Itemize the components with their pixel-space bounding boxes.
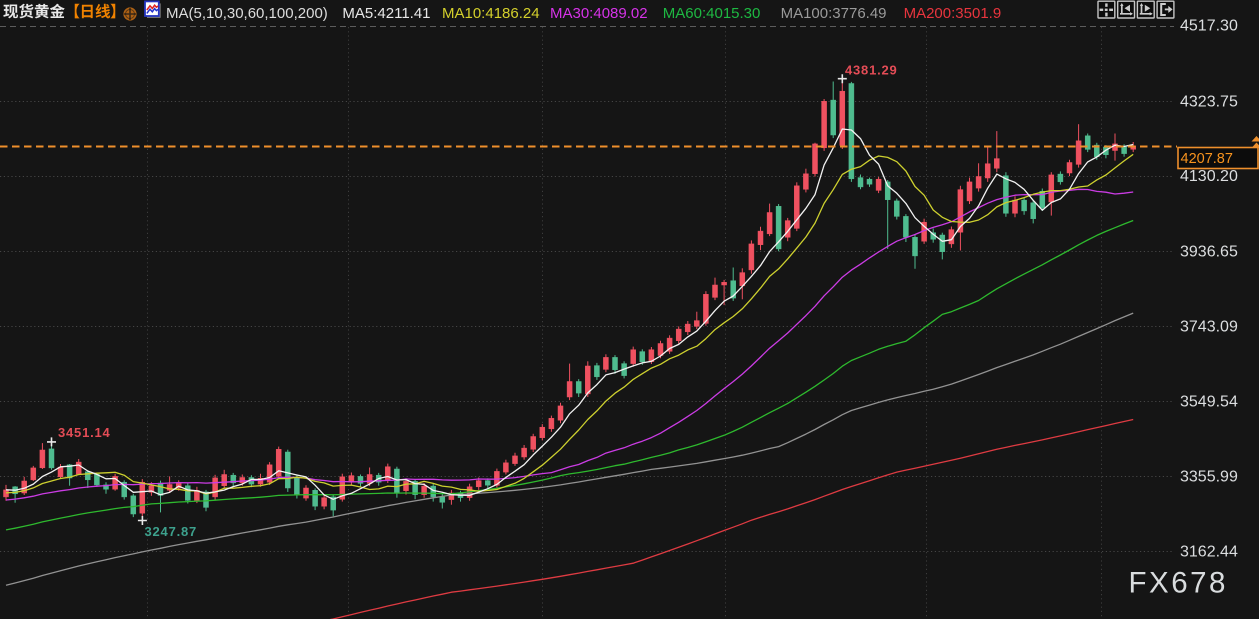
svg-text:4381.29: 4381.29	[845, 63, 898, 78]
svg-text:4130.20: 4130.20	[1180, 168, 1238, 185]
svg-text:MA200:3501.9: MA200:3501.9	[904, 5, 1002, 22]
svg-text:MA10:4186.24: MA10:4186.24	[442, 5, 540, 22]
svg-text:4323.75: 4323.75	[1180, 94, 1238, 111]
svg-text:3743.09: 3743.09	[1180, 319, 1238, 336]
svg-text:FX678: FX678	[1129, 567, 1228, 600]
svg-text:MA30:4089.02: MA30:4089.02	[550, 5, 648, 22]
svg-text:3355.99: 3355.99	[1180, 469, 1238, 486]
svg-text:MA100:3776.49: MA100:3776.49	[781, 5, 887, 22]
svg-text:4207.87: 4207.87	[1181, 151, 1233, 167]
svg-text:MA(5,10,30,60,100,200): MA(5,10,30,60,100,200)	[166, 5, 328, 22]
svg-text:MA60:4015.30: MA60:4015.30	[663, 5, 761, 22]
svg-text:3936.65: 3936.65	[1180, 244, 1238, 261]
svg-text:3451.14: 3451.14	[58, 425, 111, 440]
svg-text:3247.87: 3247.87	[145, 524, 198, 539]
svg-text:3549.54: 3549.54	[1180, 394, 1238, 411]
svg-text:MA5:4211.41: MA5:4211.41	[342, 5, 430, 22]
svg-text:3162.44: 3162.44	[1180, 544, 1238, 561]
svg-text:4517.30: 4517.30	[1180, 18, 1238, 35]
